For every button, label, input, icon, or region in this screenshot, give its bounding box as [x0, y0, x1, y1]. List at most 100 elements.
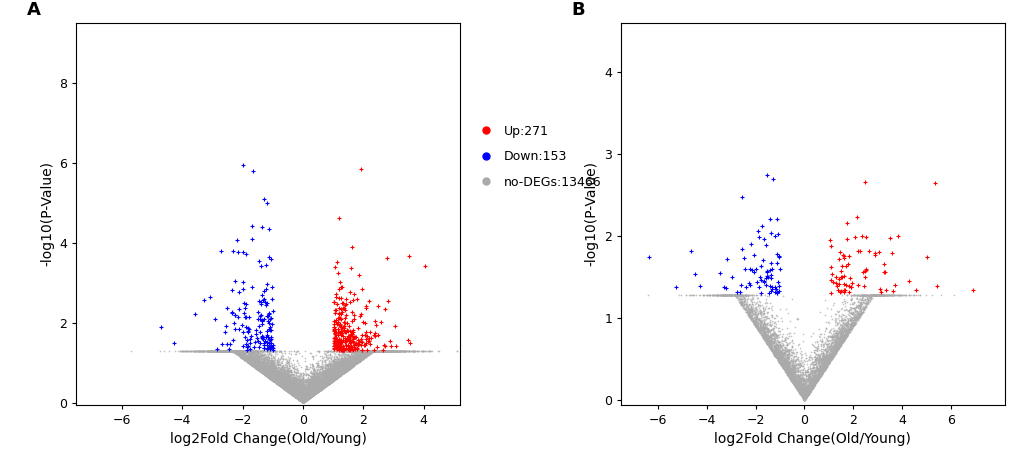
Point [261, 373, 277, 380]
Point [272, 380, 288, 387]
Point [808, 372, 824, 380]
Point [803, 382, 819, 390]
Point [820, 343, 837, 350]
Point [272, 378, 288, 385]
Point [816, 360, 833, 367]
Point [760, 342, 776, 350]
Point [319, 380, 335, 388]
Point [324, 374, 340, 381]
Point [307, 386, 323, 393]
Point [328, 352, 344, 359]
Point [798, 390, 814, 398]
Point [271, 381, 287, 388]
Point [801, 375, 817, 382]
Point [280, 387, 297, 395]
Point [226, 347, 243, 355]
Point [880, 291, 897, 299]
Point [292, 388, 309, 395]
Point [811, 364, 827, 371]
Point [360, 347, 376, 355]
Point [293, 387, 310, 394]
Point [255, 368, 271, 375]
Point [326, 326, 342, 333]
Point [311, 384, 327, 392]
Point [780, 354, 796, 362]
Point [253, 365, 269, 372]
Point [856, 299, 872, 306]
Point [294, 395, 311, 402]
Point [308, 388, 324, 395]
Point [229, 347, 246, 355]
Point [789, 381, 805, 388]
Point [700, 291, 716, 299]
Point [773, 352, 790, 359]
Point [806, 370, 822, 377]
Point [256, 315, 272, 323]
Point [803, 374, 819, 381]
Point [838, 281, 854, 288]
Point [765, 349, 782, 357]
Point [766, 352, 783, 360]
Point [302, 385, 318, 393]
Point [313, 382, 329, 389]
Point [296, 389, 312, 397]
Point [287, 393, 304, 400]
Point [776, 358, 793, 365]
Point [742, 314, 758, 321]
Point [253, 368, 269, 376]
Point [299, 390, 315, 397]
Point [320, 377, 336, 385]
Point [257, 371, 273, 378]
Point [351, 347, 367, 355]
Point [356, 347, 372, 355]
Point [240, 349, 257, 357]
Point [313, 384, 329, 392]
Point [766, 343, 783, 351]
Point [361, 347, 377, 355]
Point [289, 393, 306, 401]
Point [274, 382, 290, 389]
Point [225, 347, 242, 355]
Point [257, 365, 273, 373]
Point [324, 375, 340, 382]
Point [321, 375, 337, 383]
Point [294, 398, 311, 405]
Point [366, 347, 382, 355]
Point [809, 369, 825, 377]
Point [266, 376, 282, 383]
Point [817, 363, 834, 371]
Point [312, 378, 328, 385]
Point [793, 377, 809, 385]
Point [266, 378, 282, 385]
Point [234, 349, 251, 357]
Point [777, 348, 794, 355]
Point [343, 355, 360, 363]
Point [277, 384, 293, 391]
Point [777, 366, 794, 374]
Point [767, 346, 784, 353]
Point [317, 378, 333, 385]
Point [760, 343, 776, 350]
Point [328, 371, 344, 378]
Point [255, 366, 271, 373]
Point [269, 361, 285, 369]
Point [740, 301, 756, 308]
Point [331, 347, 347, 355]
Point [234, 348, 251, 355]
Point [836, 330, 852, 338]
Point [260, 369, 276, 376]
Point [726, 291, 742, 299]
Point [297, 396, 313, 404]
Point [798, 392, 814, 400]
Point [800, 377, 816, 384]
Point [292, 394, 309, 401]
Point [340, 363, 357, 371]
Point [284, 386, 301, 394]
Point [288, 393, 305, 401]
Point [305, 377, 321, 385]
Point [316, 377, 332, 384]
Point [284, 378, 301, 385]
Point [273, 378, 289, 385]
Point [280, 378, 297, 385]
Point [771, 352, 788, 359]
